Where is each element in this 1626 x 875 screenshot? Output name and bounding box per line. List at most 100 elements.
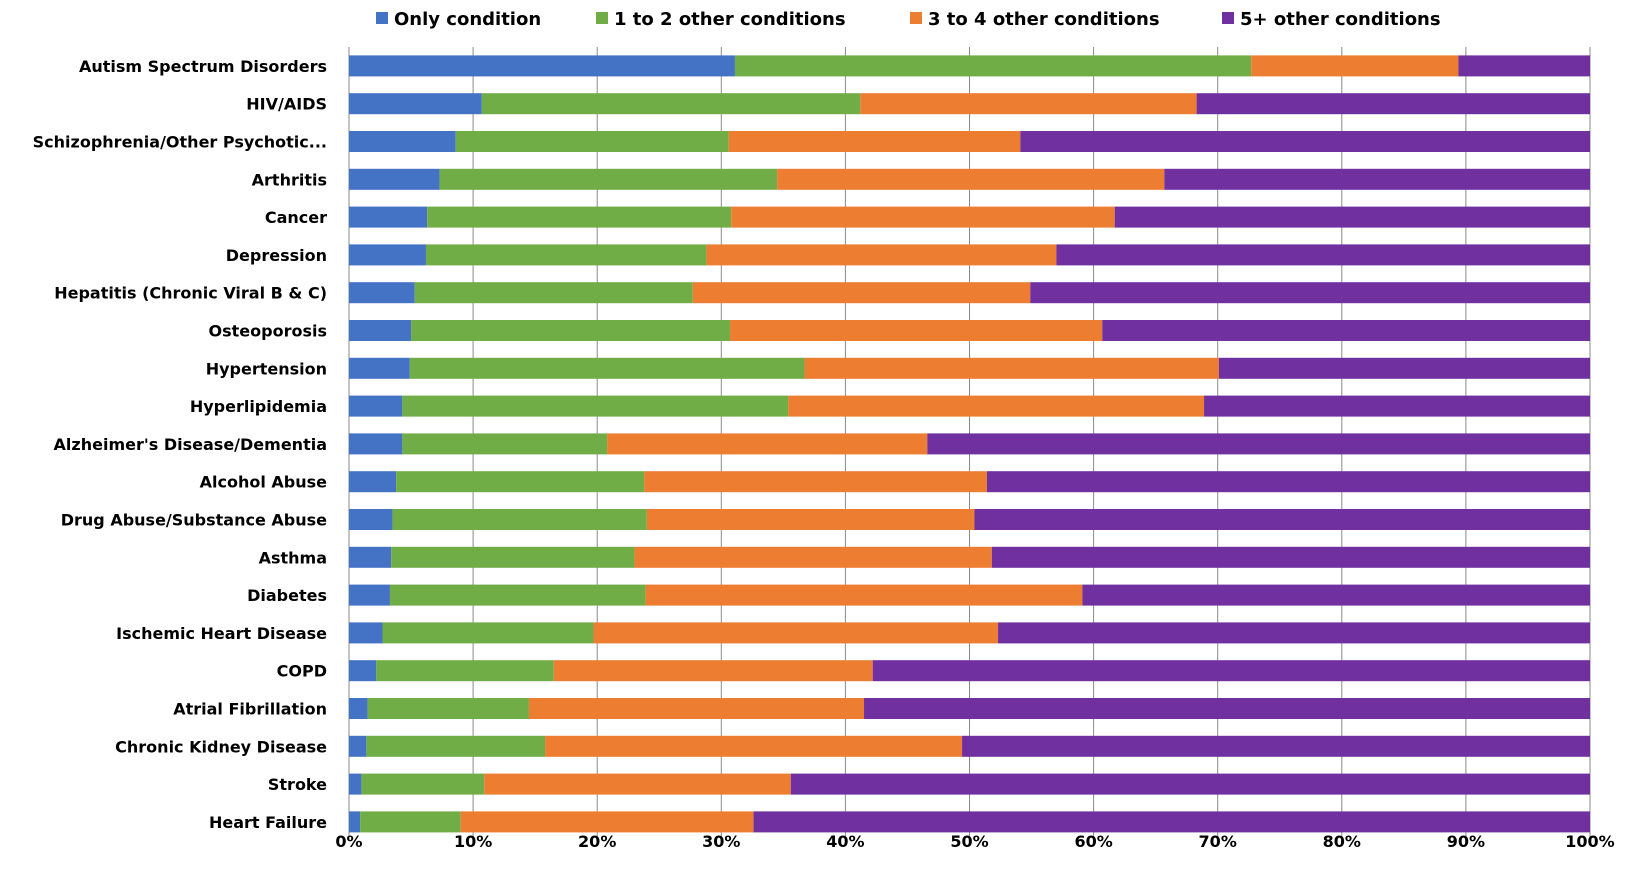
bar-segment-atrial-fibrillation-3-to-4-other-conditions [528, 698, 865, 719]
bar-segment-arthritis-1-to-2-other-conditions [439, 168, 778, 190]
category-label: Stroke [268, 775, 327, 794]
bar-segment-schizophrenia-other-psychotic-only-condition [349, 131, 456, 152]
bar-segment-hepatitis-chronic-viral-b-c-3-to-4-other-conditions [692, 282, 1031, 304]
category-label: Arthritis [252, 170, 327, 189]
legend-label: 5+ other conditions [1240, 9, 1441, 30]
bar-segment-drug-abuse-substance-abuse-5-other-conditions [974, 509, 1590, 530]
bar-segment-chronic-kidney-disease-only-condition [349, 735, 367, 757]
bar-segment-hyperlipidemia-3-to-4-other-conditions [788, 395, 1205, 417]
bar-segment-ischemic-heart-disease-3-to-4-other-conditions [593, 622, 999, 644]
bar-segment-arthritis-5-other-conditions [1164, 168, 1590, 190]
bar-segment-alzheimer-s-disease-dementia-3-to-4-other-conditions [607, 433, 928, 455]
bar-segment-hepatitis-chronic-viral-b-c-1-to-2-other-conditions [414, 282, 693, 304]
x-tick-label: 10% [454, 832, 492, 851]
x-tick-label: 90% [1447, 832, 1485, 851]
category-label: Alcohol Abuse [200, 473, 328, 492]
bar-segment-schizophrenia-other-psychotic-5-other-conditions [1020, 131, 1590, 152]
bar-segment-hepatitis-chronic-viral-b-c-5-other-conditions [1030, 282, 1590, 304]
bar-segment-chronic-kidney-disease-1-to-2-other-conditions [366, 735, 546, 757]
bar-segment-hypertension-5-other-conditions [1218, 357, 1590, 379]
x-tick-label: 0% [335, 832, 362, 851]
bar-segment-hypertension-1-to-2-other-conditions [409, 357, 805, 379]
bar-segment-depression-1-to-2-other-conditions [425, 244, 707, 266]
x-axis-tick-labels: 0% 10% 20% 30% 40% 50% 60% 70% 80% 90% 100% [335, 832, 1614, 851]
bar-segment-osteoporosis-only-condition [349, 320, 412, 341]
legend-item-only-condition: Only condition [376, 9, 541, 30]
category-label: Cancer [265, 208, 327, 227]
bar-segment-cancer-3-to-4-other-conditions [731, 206, 1115, 228]
bar-segment-alcohol-abuse-only-condition [349, 471, 397, 493]
legend-swatch [596, 12, 608, 24]
bar-segment-alcohol-abuse-1-to-2-other-conditions [396, 471, 645, 493]
bar-segment-cancer-5-other-conditions [1114, 206, 1590, 228]
bar-segment-depression-3-to-4-other-conditions [706, 244, 1057, 266]
category-label: Osteoporosis [209, 322, 327, 341]
bar-segment-autism-spectrum-disorders-3-to-4-other-conditions [1251, 55, 1459, 77]
bar-segment-copd-1-to-2-other-conditions [376, 660, 554, 682]
bar-segment-osteoporosis-3-to-4-other-conditions [729, 320, 1103, 341]
category-label: Hepatitis (Chronic Viral B & C) [54, 284, 327, 303]
bar-segment-hepatitis-chronic-viral-b-c-only-condition [349, 282, 415, 304]
bar-segment-diabetes-1-to-2-other-conditions [389, 584, 646, 606]
bar-segment-hiv-aids-1-to-2-other-conditions [481, 93, 861, 115]
bar-segment-asthma-only-condition [349, 546, 392, 568]
bar-segment-stroke-only-condition [349, 773, 362, 795]
legend-item-3-to-4-other-conditions: 3 to 4 other conditions [910, 9, 1160, 30]
bar-segment-chronic-kidney-disease-5-other-conditions [962, 735, 1590, 757]
bar-segment-stroke-3-to-4-other-conditions [484, 773, 791, 795]
bar-segment-stroke-5-other-conditions [790, 773, 1590, 795]
bar-segment-hypertension-only-condition [349, 357, 410, 379]
bar-segment-alzheimer-s-disease-dementia-only-condition [349, 433, 403, 455]
category-label: Autism Spectrum Disorders [79, 57, 327, 76]
bar-segment-heart-failure-5-other-conditions [753, 811, 1590, 833]
bar-segment-hyperlipidemia-1-to-2-other-conditions [402, 395, 789, 417]
category-label: Diabetes [247, 586, 327, 605]
bar-segment-hiv-aids-3-to-4-other-conditions [860, 93, 1197, 115]
bar-segment-copd-3-to-4-other-conditions [553, 660, 873, 682]
x-tick-label: 20% [578, 832, 616, 851]
bar-segment-depression-only-condition [349, 244, 426, 266]
bar-segment-hiv-aids-only-condition [349, 93, 482, 115]
category-labels: Autism Spectrum Disorders HIV/AIDS Schizop… [33, 57, 328, 832]
bar-segment-atrial-fibrillation-5-other-conditions [864, 698, 1590, 719]
legend-item-1-to-2-other-conditions: 1 to 2 other conditions [596, 9, 846, 30]
x-tick-label: 100% [1565, 832, 1614, 851]
bar-segment-alzheimer-s-disease-dementia-1-to-2-other-conditions [402, 433, 608, 455]
x-tick-label: 60% [1074, 832, 1112, 851]
bar-segment-stroke-1-to-2-other-conditions [361, 773, 485, 795]
category-label: Schizophrenia/Other Psychotic... [33, 133, 327, 152]
bar-segment-arthritis-only-condition [349, 168, 440, 190]
bar-segment-atrial-fibrillation-1-to-2-other-conditions [367, 698, 529, 719]
bar-segment-autism-spectrum-disorders-1-to-2-other-conditions [734, 55, 1252, 77]
category-label: Alzheimer's Disease/Dementia [54, 435, 327, 454]
bar-segment-diabetes-5-other-conditions [1082, 584, 1590, 606]
category-label: HIV/AIDS [246, 95, 327, 114]
x-tick-label: 50% [950, 832, 988, 851]
bar-segment-hyperlipidemia-only-condition [349, 395, 403, 417]
category-label: Hyperlipidemia [190, 397, 327, 416]
bar-segment-schizophrenia-other-psychotic-3-to-4-other-conditions [728, 131, 1021, 152]
bar-segment-alzheimer-s-disease-dementia-5-other-conditions [927, 433, 1590, 455]
bar-segment-drug-abuse-substance-abuse-3-to-4-other-conditions [646, 509, 975, 530]
x-tick-label: 40% [826, 832, 864, 851]
bar-segment-heart-failure-3-to-4-other-conditions [460, 811, 754, 833]
legend-label: Only condition [394, 9, 541, 30]
bar-segment-schizophrenia-other-psychotic-1-to-2-other-conditions [455, 131, 729, 152]
bar-segment-heart-failure-1-to-2-other-conditions [360, 811, 461, 833]
category-label: Heart Failure [209, 813, 327, 832]
bar-segment-alcohol-abuse-3-to-4-other-conditions [644, 471, 987, 493]
bar-segment-diabetes-only-condition [349, 584, 390, 606]
bar-segment-ischemic-heart-disease-5-other-conditions [998, 622, 1590, 644]
bar-segment-autism-spectrum-disorders-only-condition [349, 55, 735, 77]
bar-segment-diabetes-3-to-4-other-conditions [645, 584, 1083, 606]
bar-segment-hiv-aids-5-other-conditions [1196, 93, 1590, 115]
bar-segment-drug-abuse-substance-abuse-1-to-2-other-conditions [392, 509, 647, 530]
bar-segment-chronic-kidney-disease-3-to-4-other-conditions [545, 735, 963, 757]
bar-segment-asthma-3-to-4-other-conditions [634, 546, 992, 568]
bar-segment-copd-only-condition [349, 660, 377, 682]
bar-segment-depression-5-other-conditions [1056, 244, 1590, 266]
x-tick-label: 30% [702, 832, 740, 851]
bar-segment-heart-failure-only-condition [349, 811, 361, 833]
bar-segment-asthma-1-to-2-other-conditions [391, 546, 635, 568]
